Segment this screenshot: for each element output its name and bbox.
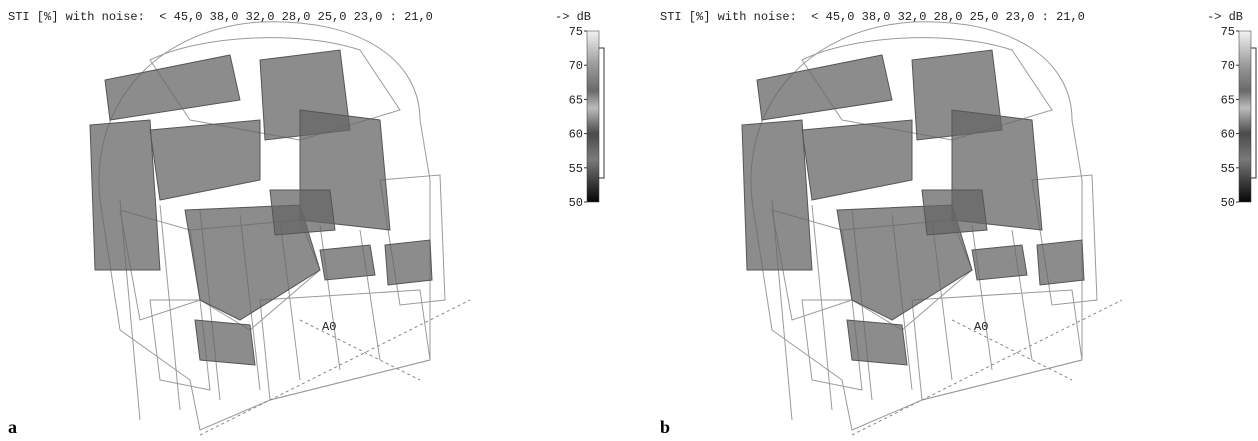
color-bar bbox=[1239, 31, 1251, 202]
tick-label: 70 bbox=[569, 59, 583, 73]
wireframe bbox=[972, 225, 992, 370]
tick-label: 75 bbox=[569, 25, 583, 39]
figure: A0 STI [%] with noise: < 45,0 38,0 32,0 2… bbox=[0, 0, 1258, 441]
seating-area bbox=[150, 120, 260, 200]
seating-area bbox=[1037, 240, 1084, 285]
seating-area bbox=[802, 120, 912, 200]
seating-area bbox=[757, 55, 892, 120]
seating-area bbox=[847, 320, 907, 365]
tick-label: 50 bbox=[1221, 196, 1235, 210]
color-bar bbox=[587, 31, 599, 202]
color-bar-bracket bbox=[1251, 48, 1256, 178]
wireframe bbox=[260, 290, 430, 400]
wireframe bbox=[912, 290, 1082, 400]
tick-label: 55 bbox=[1221, 162, 1235, 176]
seating-area bbox=[105, 55, 240, 120]
source-marker: A0 bbox=[322, 320, 336, 334]
wireframe bbox=[320, 225, 340, 370]
seating-area bbox=[385, 240, 432, 285]
seating-area bbox=[922, 190, 987, 235]
tick-label: 55 bbox=[569, 162, 583, 176]
source-marker: A0 bbox=[974, 320, 988, 334]
panel: A0 STI [%] with noise: < 45,0 38,0 32,0 2… bbox=[8, 10, 604, 437]
panel-label: a bbox=[8, 417, 17, 437]
seating-area bbox=[972, 245, 1027, 280]
header: STI [%] with noise: < 45,0 38,0 32,0 28,… bbox=[660, 10, 1085, 24]
tick-label: 50 bbox=[569, 196, 583, 210]
unit: -> dB bbox=[555, 10, 591, 24]
unit: -> dB bbox=[1207, 10, 1243, 24]
seating-area bbox=[90, 120, 160, 270]
seating-area bbox=[195, 320, 255, 365]
header: STI [%] with noise: < 45,0 38,0 32,0 28,… bbox=[8, 10, 433, 24]
seating-area bbox=[742, 120, 812, 270]
tick-label: 65 bbox=[569, 93, 583, 107]
wireframe bbox=[380, 175, 445, 305]
seating-area bbox=[320, 245, 375, 280]
panel: A0 STI [%] with noise: < 45,0 38,0 32,0 2… bbox=[660, 10, 1256, 437]
panel-label: b bbox=[660, 417, 670, 437]
seating-area bbox=[270, 190, 335, 235]
tick-label: 75 bbox=[1221, 25, 1235, 39]
color-bar-bracket bbox=[599, 48, 604, 178]
tick-label: 60 bbox=[1221, 128, 1235, 142]
tick-label: 60 bbox=[569, 128, 583, 142]
wireframe bbox=[1032, 175, 1097, 305]
tick-label: 70 bbox=[1221, 59, 1235, 73]
tick-label: 65 bbox=[1221, 93, 1235, 107]
